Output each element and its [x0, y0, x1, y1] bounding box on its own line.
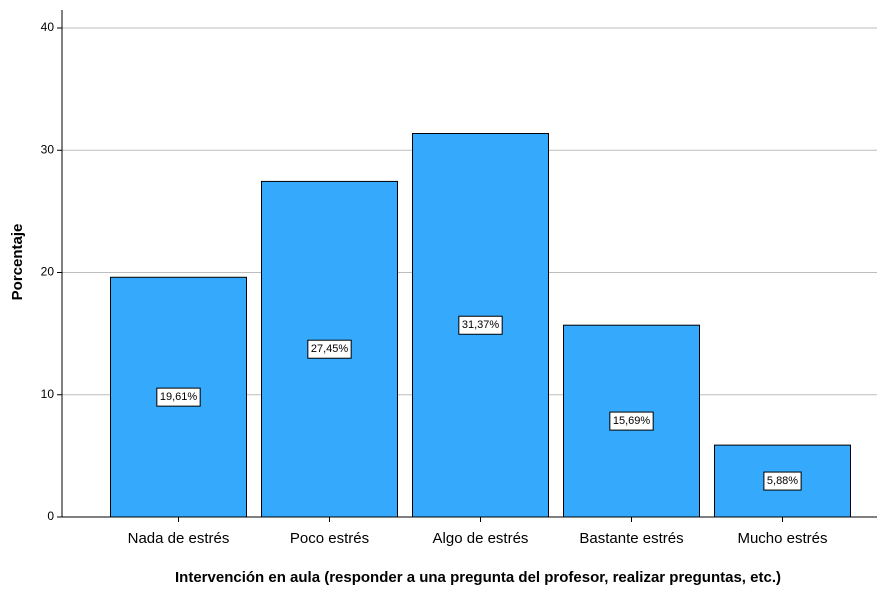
y-axis-title: Porcentaje	[9, 224, 26, 301]
value-label-box	[156, 387, 201, 407]
value-label-box	[307, 339, 352, 359]
y-tick-label: 10	[41, 387, 55, 401]
x-tick-label: Poco estrés	[290, 530, 369, 547]
x-tick-label: Mucho estrés	[737, 530, 827, 547]
x-tick-label: Nada de estrés	[128, 530, 230, 547]
y-tick-label: 40	[41, 20, 55, 34]
value-label: 5,88%	[767, 475, 798, 487]
value-label: 31,37%	[462, 319, 500, 331]
y-tick-label: 30	[41, 142, 55, 156]
y-tick-label: 20	[41, 265, 55, 279]
value-label-box	[458, 315, 503, 335]
x-tick-label: Algo de estrés	[433, 530, 529, 547]
y-tick-label: 0	[47, 509, 54, 523]
x-tick-label: Bastante estrés	[579, 530, 683, 547]
x-axis-title: Intervención en aula (responder a una pr…	[175, 569, 781, 586]
value-label: 19,61%	[160, 391, 198, 403]
value-label: 15,69%	[613, 415, 651, 427]
value-label-box	[763, 471, 802, 491]
value-label-box	[609, 411, 654, 431]
value-label: 27,45%	[311, 343, 349, 355]
